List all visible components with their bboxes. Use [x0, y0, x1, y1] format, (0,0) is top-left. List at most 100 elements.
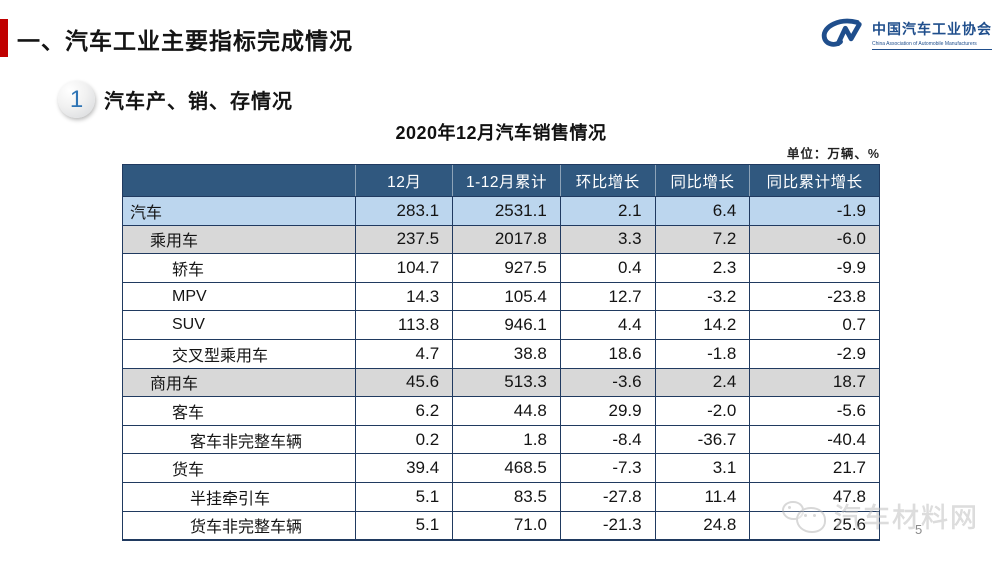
- table-row: 轿车 104.7 927.5 0.4 2.3 -9.9: [123, 253, 879, 282]
- value-cell: 5.1: [355, 482, 452, 511]
- sales-table: 12月 1-12月累计 环比增长 同比增长 同比累计增长汽车 283.1 2531.1 2.1…: [122, 164, 880, 542]
- row-label: 商用车: [150, 376, 199, 394]
- value-cell: 2.3: [654, 254, 750, 282]
- caam-name-en: China Association of Automobile Manufact…: [872, 41, 992, 50]
- value-cell: 3.1: [654, 454, 750, 482]
- table-header-cell: 1-12月累计: [452, 165, 560, 196]
- value-cell: 6.2: [355, 397, 452, 425]
- value-cell: 38.8: [452, 339, 560, 368]
- value-cell: 14.2: [654, 311, 750, 339]
- row-label: 客车非完整车辆: [190, 433, 303, 451]
- row-label: 轿车: [172, 261, 205, 279]
- value-cell: 12.7: [559, 282, 655, 311]
- title-accent-bar: [0, 19, 8, 57]
- value-cell: 2.4: [654, 368, 750, 397]
- caam-name-cn: 中国汽车工业协会: [872, 20, 992, 37]
- value-cell: 18.6: [559, 339, 655, 368]
- table-row: MPV 14.3 105.4 12.7 -3.2 -23.8: [123, 281, 879, 311]
- value-cell: 2017.8: [452, 225, 560, 254]
- table-row: 客车非完整车辆 0.2 1.8 -8.4 -36.7 -40.4: [123, 424, 879, 454]
- table-row: 客车 6.2 44.8 29.9 -2.0 -5.6: [123, 396, 879, 425]
- value-cell: -1.9: [749, 197, 879, 225]
- value-cell: -21.3: [559, 511, 655, 540]
- table-header-cell: 同比增长: [654, 165, 750, 196]
- table-header-cell: 12月: [355, 165, 452, 196]
- value-cell: -5.6: [749, 397, 879, 425]
- table-row: 商用车 45.6 513.3 -3.6 2.4 18.7: [123, 367, 879, 397]
- row-label: 交叉型乘用车: [172, 347, 269, 365]
- value-cell: 513.3: [452, 368, 560, 397]
- value-cell: 1.8: [452, 425, 560, 454]
- value-cell: 29.9: [559, 397, 655, 425]
- value-cell: -9.9: [749, 254, 879, 282]
- value-cell: 24.8: [654, 511, 750, 540]
- value-cell: 21.7: [749, 454, 879, 482]
- value-cell: 47.8: [749, 482, 879, 511]
- value-cell: -2.9: [749, 339, 879, 368]
- table-header-row: 12月 1-12月累计 环比增长 同比增长 同比累计增长: [123, 165, 879, 196]
- row-label: 客车: [172, 404, 205, 422]
- table-row: SUV 113.8 946.1 4.4 14.2 0.7: [123, 310, 879, 339]
- value-cell: 104.7: [355, 254, 452, 282]
- value-cell: -6.0: [749, 225, 879, 254]
- table-row: 乘用车 237.5 2017.8 3.3 7.2 -6.0: [123, 224, 879, 254]
- value-cell: -1.8: [654, 339, 750, 368]
- row-label: 汽车: [130, 204, 163, 222]
- table-row: 交叉型乘用车 4.7 38.8 18.6 -1.8 -2.9: [123, 338, 879, 368]
- value-cell: 11.4: [654, 482, 750, 511]
- value-cell: 0.7: [749, 311, 879, 339]
- row-label: MPV: [172, 287, 207, 305]
- table-header-cell: 同比累计增长: [749, 165, 879, 196]
- row-label: 货车: [172, 462, 205, 480]
- table-header-cell: 环比增长: [559, 165, 655, 196]
- value-cell: -8.4: [559, 425, 655, 454]
- value-cell: 39.4: [355, 454, 452, 482]
- section-title: 汽车产、销、存情况: [104, 91, 293, 113]
- caam-logo-icon: [821, 18, 862, 47]
- value-cell: 44.8: [452, 397, 560, 425]
- value-cell: 25.6: [749, 511, 879, 540]
- value-cell: 0.2: [355, 425, 452, 454]
- value-cell: 83.5: [452, 482, 560, 511]
- value-cell: 105.4: [452, 282, 560, 311]
- value-cell: -23.8: [749, 282, 879, 311]
- value-cell: -3.2: [654, 282, 750, 311]
- value-cell: 113.8: [355, 311, 452, 339]
- caam-logo: 中国汽车工业协会 China Association of Automobile…: [818, 16, 992, 52]
- value-cell: 4.4: [559, 311, 655, 339]
- value-cell: 3.3: [559, 225, 655, 254]
- value-cell: -27.8: [559, 482, 655, 511]
- table-row: 货车 39.4 468.5 -7.3 3.1 21.7: [123, 453, 879, 482]
- value-cell: 7.2: [654, 225, 750, 254]
- page-title: 一、汽车工业主要指标完成情况: [17, 28, 353, 54]
- value-cell: 6.4: [654, 197, 750, 225]
- value-cell: 45.6: [355, 368, 452, 397]
- section-heading: 1 汽车产、销、存情况: [58, 81, 293, 118]
- row-label: SUV: [172, 316, 205, 334]
- value-cell: 927.5: [452, 254, 560, 282]
- value-cell: -3.6: [559, 368, 655, 397]
- section-number-badge: 1: [58, 81, 95, 118]
- table-row: 半挂牵引车 5.1 83.5 -27.8 11.4 47.8: [123, 481, 879, 511]
- table-row: 货车非完整车辆 5.1 71.0 -21.3 24.8 25.6: [123, 510, 879, 540]
- table-header-cell: [123, 165, 355, 196]
- value-cell: 283.1: [355, 197, 452, 225]
- value-cell: 18.7: [749, 368, 879, 397]
- value-cell: 0.4: [559, 254, 655, 282]
- row-label: 货车非完整车辆: [190, 519, 303, 537]
- value-cell: -36.7: [654, 425, 750, 454]
- value-cell: 2531.1: [452, 197, 560, 225]
- value-cell: 71.0: [452, 511, 560, 540]
- value-cell: 4.7: [355, 339, 452, 368]
- value-cell: 237.5: [355, 225, 452, 254]
- table-row: 汽车 283.1 2531.1 2.1 6.4 -1.9: [123, 196, 879, 225]
- value-cell: -40.4: [749, 425, 879, 454]
- value-cell: 2.1: [559, 197, 655, 225]
- row-label: 乘用车: [150, 233, 199, 251]
- value-cell: 14.3: [355, 282, 452, 311]
- row-label: 半挂牵引车: [190, 490, 271, 508]
- value-cell: 5.1: [355, 511, 452, 540]
- value-cell: 468.5: [452, 454, 560, 482]
- value-cell: -7.3: [559, 454, 655, 482]
- value-cell: -2.0: [654, 397, 750, 425]
